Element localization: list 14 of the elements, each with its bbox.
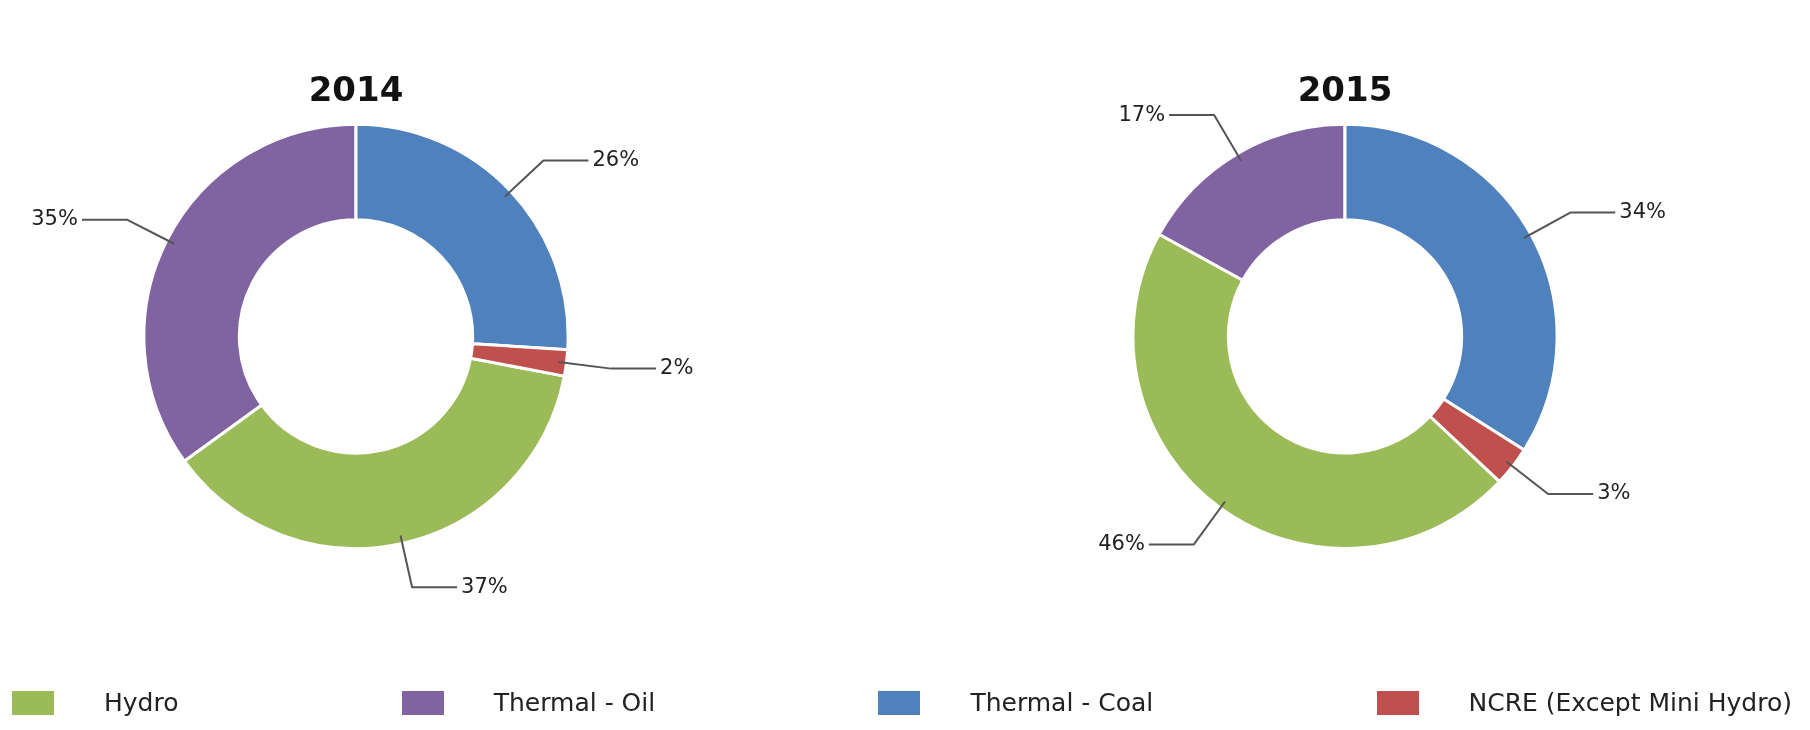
data-label: 2% [660,355,694,380]
data-label: 35% [31,206,78,231]
data-label: 34% [1619,198,1666,223]
data-label: 3% [1597,480,1631,505]
legend-label: Thermal - Oil [493,688,656,717]
legend-label: NCRE (Except Mini Hydro) [1468,688,1792,717]
data-label: 46% [1098,530,1145,555]
data-label: 37% [461,573,508,598]
legend-label: Thermal - Coal [970,688,1154,717]
chart-title: 2014 [308,69,404,110]
data-label: 17% [1118,101,1166,126]
chart-title: 2015 [1297,69,1393,110]
data-label: 26% [592,146,640,171]
legend-label: Hydro [104,688,179,717]
